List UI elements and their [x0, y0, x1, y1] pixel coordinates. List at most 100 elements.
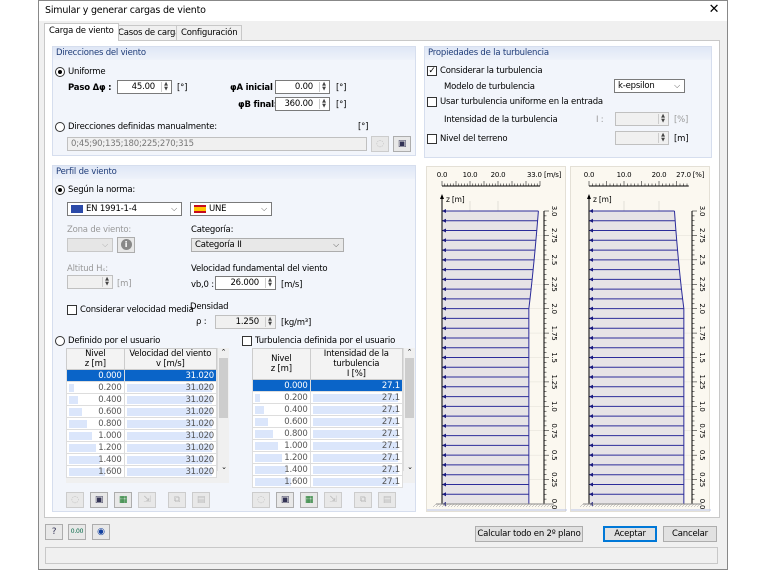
spinner-icon[interactable]: ▲ ▼: [319, 82, 328, 92]
scrollbar-thumb[interactable]: [405, 358, 414, 418]
spinner-icon[interactable]: ▲ ▼: [265, 278, 274, 288]
table-cell[interactable]: 1.400: [252, 463, 311, 476]
table-cell[interactable]: 0.000: [66, 369, 125, 382]
table-row[interactable]: 0.800 27.1: [252, 427, 404, 440]
table-cell[interactable]: 0.400: [66, 393, 125, 406]
units-icon[interactable]: 0.00: [68, 524, 86, 540]
table-cell[interactable]: 1.600: [252, 475, 311, 488]
table-row[interactable]: 0.600 27.1: [252, 415, 404, 428]
table-row[interactable]: 0.000 27.1: [252, 379, 404, 392]
table-row[interactable]: 1.400 27.1: [252, 463, 404, 476]
spinner-icon[interactable]: ▲ ▼: [319, 99, 328, 109]
copy-icon[interactable]: ⧉: [354, 492, 372, 508]
info-button[interactable]: i: [117, 237, 135, 253]
table-icon[interactable]: ▤: [192, 492, 210, 508]
table-cell[interactable]: 27.1: [309, 427, 404, 440]
table-row[interactable]: 1.000 31.020: [66, 429, 218, 442]
export-icon[interactable]: ⇲: [138, 492, 156, 508]
spinner-icon[interactable]: ▲ ▼: [161, 82, 170, 92]
table-cell[interactable]: 27.1: [309, 391, 404, 404]
manual-directions-input[interactable]: 0;45;90;135;180;225;270;315: [67, 137, 367, 151]
excel-import-icon[interactable]: ▦: [300, 492, 318, 508]
table-row[interactable]: 1.600 27.1: [252, 475, 404, 488]
table-cell[interactable]: 31.020: [123, 465, 218, 478]
table-cell[interactable]: 0.600: [66, 405, 125, 418]
table-row[interactable]: 1.400 31.020: [66, 453, 218, 466]
table-row[interactable]: 1.200 27.1: [252, 451, 404, 464]
spinner-icon[interactable]: ▲ ▼: [102, 277, 111, 287]
manual-directions-radio[interactable]: [55, 122, 65, 132]
table-row[interactable]: 0.200 27.1: [252, 391, 404, 404]
turbulence-table[interactable]: Nivel z [m] Intensidad de la turbulencia I …: [252, 348, 415, 488]
table-cell[interactable]: 0.400: [252, 403, 311, 416]
table-icon[interactable]: ▤: [378, 492, 396, 508]
column-header[interactable]: Intensidad de la turbulencia I [%]: [309, 348, 404, 380]
category-select[interactable]: Categoría II ⌵: [191, 238, 344, 252]
altitude-input[interactable]: ▲ ▼: [67, 275, 113, 289]
table-cell[interactable]: 0.000: [252, 379, 311, 392]
copy-icon[interactable]: ⧉: [168, 492, 186, 508]
data-table[interactable]: Nivel z [m] Velocidad del viento v [m/s] 0.0…: [66, 348, 218, 478]
user-defined-radio[interactable]: [55, 336, 65, 346]
table-cell[interactable]: 31.020: [123, 441, 218, 454]
table-cell[interactable]: 27.1: [309, 379, 404, 392]
scroll-down-icon[interactable]: ⌄: [221, 463, 227, 471]
table-cell[interactable]: 27.1: [309, 463, 404, 476]
by-standard-radio[interactable]: [55, 185, 65, 195]
table-cell[interactable]: 1.000: [252, 439, 311, 452]
save-icon[interactable]: ▣: [90, 492, 108, 508]
close-icon[interactable]: ✕: [708, 2, 720, 17]
spinner-icon[interactable]: ▲ ▼: [265, 317, 274, 327]
terrain-level-checkbox[interactable]: [427, 134, 437, 144]
table-row[interactable]: 0.400 31.020: [66, 393, 218, 406]
table-cell[interactable]: 27.1: [309, 403, 404, 416]
table-cell[interactable]: 31.020: [123, 393, 218, 406]
wind-zone-select[interactable]: ⌵: [67, 238, 113, 252]
open-icon[interactable]: ◌: [66, 492, 84, 508]
turbulence-intensity-input[interactable]: ▲ ▼: [615, 112, 669, 126]
table-cell[interactable]: 27.1: [309, 439, 404, 452]
table-cell[interactable]: 1.200: [252, 451, 311, 464]
table-cell[interactable]: 0.200: [66, 381, 125, 394]
column-header[interactable]: Nivel z [m]: [66, 348, 125, 370]
standard-select[interactable]: EN 1991-1-4 ⌵: [67, 202, 182, 216]
help-icon[interactable]: ?: [45, 524, 63, 540]
start-angle-input[interactable]: 0.00 ▲ ▼: [275, 80, 330, 94]
spinner-icon[interactable]: ▲ ▼: [658, 133, 667, 143]
uniform-radio[interactable]: [55, 67, 65, 77]
table-row[interactable]: 0.800 31.020: [66, 417, 218, 430]
table-row[interactable]: 0.600 31.020: [66, 405, 218, 418]
scroll-up-icon[interactable]: ⌃: [220, 348, 227, 356]
table-row[interactable]: 1.600 31.020: [66, 465, 218, 478]
turbulence-model-select[interactable]: k-epsilon ⌵: [614, 79, 685, 93]
export-icon[interactable]: ⇲: [324, 492, 342, 508]
table-cell[interactable]: 31.020: [123, 453, 218, 466]
density-input[interactable]: 1.250 ▲ ▼: [215, 315, 276, 329]
table-cell[interactable]: 27.1: [309, 475, 404, 488]
table-cell[interactable]: 1.000: [66, 429, 125, 442]
table-cell[interactable]: 0.800: [66, 417, 125, 430]
table-cell[interactable]: 27.1: [309, 415, 404, 428]
table-cell[interactable]: 1.600: [66, 465, 125, 478]
open-icon[interactable]: ◌: [252, 492, 270, 508]
tab-casos-de-carga[interactable]: Casos de carga: [113, 25, 186, 40]
table-cell[interactable]: 27.1: [309, 451, 404, 464]
view-icon[interactable]: ◉: [92, 524, 110, 540]
end-angle-input[interactable]: 360.00 ▲ ▼: [275, 97, 330, 111]
table-row[interactable]: 0.200 31.020: [66, 381, 218, 394]
spinner-icon[interactable]: ▲ ▼: [658, 114, 667, 124]
open-icon[interactable]: ◌: [371, 136, 389, 152]
step-input[interactable]: 45.00 ▲ ▼: [117, 80, 172, 94]
column-header[interactable]: Nivel z [m]: [252, 348, 311, 380]
table-row[interactable]: 1.000 27.1: [252, 439, 404, 452]
save-icon[interactable]: ▣: [276, 492, 294, 508]
tab-carga-de-viento[interactable]: Carga de viento: [44, 23, 119, 41]
table-cell[interactable]: 31.020: [123, 417, 218, 430]
table-cell[interactable]: 31.020: [123, 381, 218, 394]
scroll-down-icon[interactable]: ⌄: [407, 463, 413, 471]
consider-turbulence-checkbox[interactable]: ✓: [427, 66, 437, 76]
cancel-button[interactable]: Cancelar: [663, 526, 717, 542]
scrollbar-thumb[interactable]: [219, 358, 228, 418]
data-table[interactable]: Nivel z [m] Intensidad de la turbulencia I …: [252, 348, 404, 488]
column-header[interactable]: Velocidad del viento v [m/s]: [123, 348, 218, 370]
